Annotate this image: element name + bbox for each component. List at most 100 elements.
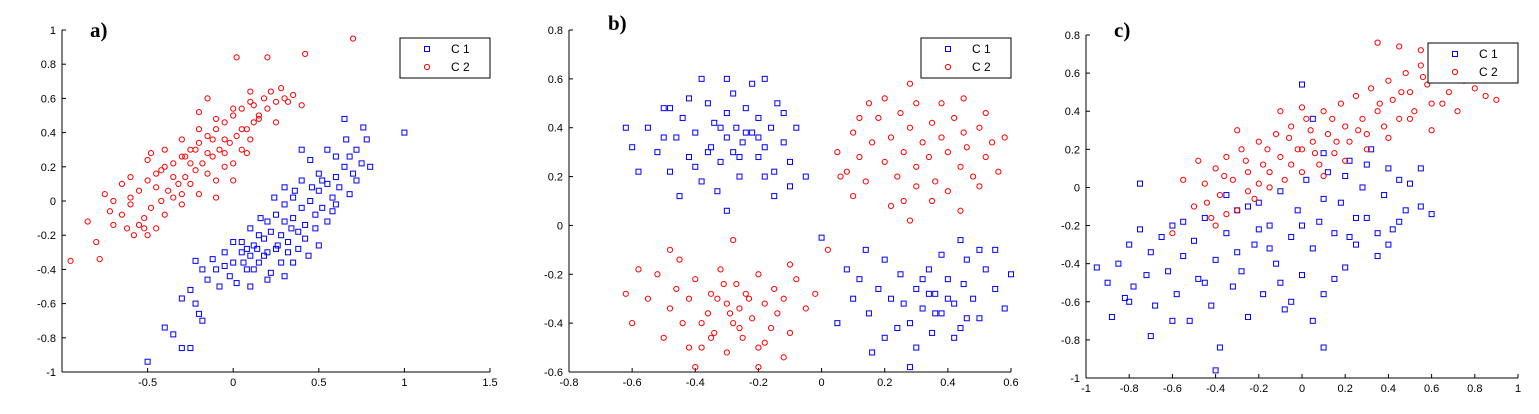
data-point: [187, 146, 194, 153]
data-point: [707, 334, 715, 341]
data-point: [881, 334, 888, 341]
data-point: [1147, 333, 1154, 340]
data-point: [1303, 115, 1310, 122]
series-c1: [622, 75, 1014, 371]
y-tick-label: 0.6: [548, 74, 563, 86]
data-point: [182, 173, 189, 181]
data-point: [780, 139, 787, 146]
data-point: [875, 285, 882, 292]
data-point: [869, 349, 876, 356]
data-point: [315, 187, 322, 194]
data-point: [1385, 165, 1392, 172]
data-point: [307, 198, 314, 204]
data-point: [230, 112, 237, 119]
data-point: [780, 354, 787, 361]
data-point: [1396, 115, 1403, 122]
data-point: [243, 150, 250, 157]
data-point: [1201, 180, 1208, 187]
y-tick-label: 0: [50, 196, 56, 208]
data-point: [247, 98, 254, 105]
data-point: [925, 153, 933, 161]
data-point: [250, 242, 257, 249]
data-point: [1288, 161, 1295, 168]
data-point: [153, 184, 160, 191]
y-tick-label: -0.6: [37, 299, 56, 311]
data-point: [761, 75, 768, 82]
data-point: [1288, 233, 1295, 240]
data-point: [1342, 173, 1349, 180]
data-point: [1363, 214, 1370, 221]
data-point: [692, 129, 699, 136]
data-point: [213, 266, 220, 273]
y-tick-label: 0.4: [548, 123, 563, 135]
data-point: [250, 119, 257, 126]
data-point: [230, 177, 237, 184]
legend: C 1C 2: [399, 37, 491, 79]
data-point: [906, 217, 914, 224]
data-point: [1169, 222, 1176, 229]
data-point: [707, 290, 715, 297]
data-point: [1324, 130, 1332, 138]
data-point: [302, 50, 309, 58]
series-c2: [1169, 39, 1500, 237]
data-point: [1363, 161, 1370, 168]
data-point: [1126, 298, 1133, 305]
data-point: [774, 100, 781, 107]
data-point: [913, 100, 920, 107]
data-point: [1309, 317, 1316, 324]
data-point: [295, 245, 302, 252]
data-point: [837, 173, 844, 180]
x-tick-label: 1.5: [482, 377, 497, 389]
y-tick-label: 1: [50, 25, 56, 37]
data-point: [221, 150, 228, 157]
data-point: [708, 144, 715, 151]
data-point: [951, 114, 958, 122]
data-point: [1337, 100, 1344, 107]
data-point: [957, 163, 964, 170]
data-point: [913, 163, 920, 170]
data-point: [1298, 104, 1306, 111]
data-point: [644, 295, 652, 302]
data-point: [698, 178, 705, 185]
panel-label: c): [1114, 18, 1130, 42]
data-point: [329, 208, 336, 215]
data-point: [1368, 85, 1375, 92]
legend-label: C 1: [972, 42, 991, 56]
data-point: [260, 95, 268, 102]
data-point: [1244, 169, 1252, 176]
data-point: [749, 129, 756, 136]
data-point: [1242, 157, 1249, 164]
data-point: [761, 144, 768, 151]
data-point: [350, 170, 357, 177]
data-point: [771, 193, 778, 200]
data-point: [1223, 153, 1230, 161]
data-point: [1216, 191, 1224, 199]
data-point: [906, 124, 914, 131]
data-point: [158, 167, 165, 174]
data-point: [118, 211, 126, 218]
data-point: [147, 150, 155, 157]
data-point: [1277, 279, 1284, 286]
data-point: [281, 95, 288, 102]
data-point: [1190, 203, 1198, 210]
data-point: [273, 245, 279, 252]
data-point: [332, 153, 339, 160]
data-point: [367, 163, 374, 170]
data-point: [742, 290, 749, 297]
data-point: [1407, 180, 1413, 187]
data-point: [1402, 207, 1409, 214]
x-tick-label: -0.4: [1206, 383, 1225, 395]
data-point: [906, 364, 913, 371]
data-point: [195, 108, 203, 116]
data-point: [1281, 306, 1288, 313]
data-point: [944, 149, 951, 156]
x-tick-label: -0.8: [1120, 383, 1139, 395]
data-point: [919, 139, 926, 146]
data-point: [204, 276, 211, 283]
data-point: [685, 95, 692, 102]
data-point: [888, 295, 895, 302]
data-point: [305, 252, 312, 259]
data-point: [676, 193, 683, 200]
data-point: [1374, 39, 1381, 46]
data-point: [1419, 73, 1427, 81]
